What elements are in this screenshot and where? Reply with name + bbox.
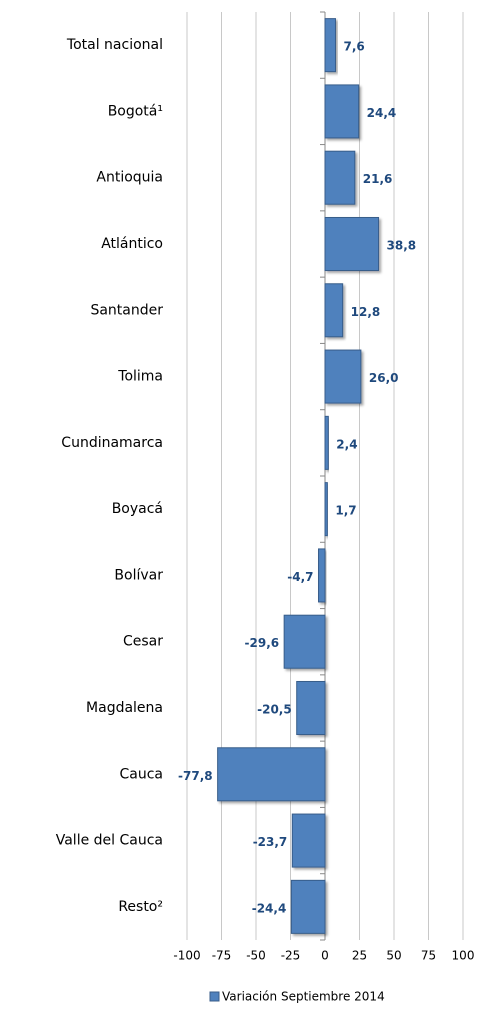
y-tick-label: Total nacional (66, 37, 163, 53)
x-tick-label: 50 (386, 949, 401, 963)
y-tick-label: Magdalena (86, 700, 163, 716)
bar (290, 879, 326, 934)
value-label: 24,4 (367, 106, 397, 120)
value-label: 2,4 (336, 437, 357, 451)
value-label: 1,7 (335, 504, 356, 518)
x-tick-label: -75 (212, 949, 232, 963)
x-tick-label: -25 (281, 949, 301, 963)
bar (324, 150, 356, 205)
x-tick-label: 25 (352, 949, 367, 963)
value-label: -29,6 (245, 636, 280, 650)
y-tick-label: Cesar (123, 634, 163, 650)
bar (324, 84, 360, 139)
x-tick-label: -100 (173, 949, 200, 963)
bar (217, 747, 326, 802)
bar (324, 415, 329, 470)
x-tick-label: 100 (452, 949, 475, 963)
y-tick-label: Tolima (117, 369, 163, 385)
y-tick-label: Santander (90, 302, 163, 318)
bar (324, 18, 336, 73)
legend-label: Variación Septiembre 2014 (222, 990, 385, 1004)
y-tick-label: Antioquia (96, 170, 163, 186)
value-label: -23,7 (253, 835, 288, 849)
y-tick-label: Valle del Cauca (56, 833, 163, 849)
bar (324, 349, 362, 404)
bar (296, 680, 326, 736)
value-label: 26,0 (369, 371, 399, 385)
value-label: -20,5 (257, 703, 292, 717)
legend-swatch (209, 991, 220, 1002)
bar (283, 614, 326, 669)
y-tick-label: Boyacá (112, 501, 163, 517)
y-tick-label: Bogotá¹ (108, 103, 163, 119)
y-tick-label: Bolívar (114, 567, 163, 583)
bar (291, 813, 326, 868)
bar (324, 216, 380, 272)
bar (324, 283, 344, 338)
y-tick-label: Cauca (119, 766, 163, 782)
bar (318, 548, 326, 603)
value-label: -24,4 (252, 901, 287, 915)
value-label: 38,8 (387, 239, 417, 253)
x-tick-label: 0 (321, 949, 329, 963)
x-tick-label: 75 (421, 949, 436, 963)
value-label: 12,8 (351, 305, 381, 319)
value-label: -77,8 (178, 769, 213, 783)
y-tick-label: Resto² (118, 899, 163, 915)
value-label: 7,6 (343, 40, 364, 54)
y-tick-label: Cundinamarca (61, 435, 163, 451)
x-tick-label: -50 (246, 949, 266, 963)
value-label: 21,6 (363, 172, 393, 186)
y-tick-label: Atlántico (101, 236, 163, 252)
bar (324, 482, 328, 537)
value-label: -4,7 (287, 570, 313, 584)
